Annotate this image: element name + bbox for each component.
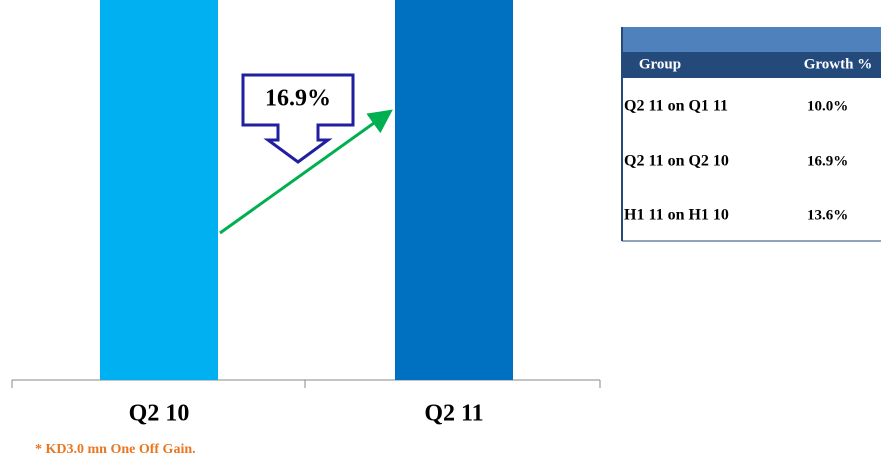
bar bbox=[395, 0, 513, 380]
growth-label: 16.9% bbox=[265, 86, 331, 112]
table-cell: Q2 11 on Q1 11 bbox=[624, 98, 728, 115]
table-cell: 10.0% bbox=[807, 98, 848, 114]
x-tick-label: Q2 11 bbox=[424, 401, 483, 427]
table-cell: Q2 11 on Q2 10 bbox=[624, 153, 729, 170]
table-cell: H1 11 on H1 10 bbox=[624, 207, 729, 224]
growth-callout bbox=[241, 73, 355, 164]
footnote: * KD3.0 mn One Off Gain. bbox=[35, 442, 196, 457]
table-header: Growth % bbox=[804, 56, 872, 72]
table-top-band bbox=[622, 27, 881, 52]
table-header-band bbox=[622, 52, 881, 78]
table-header: Group bbox=[639, 56, 681, 72]
table bbox=[621, 27, 881, 242]
growth-arrow bbox=[219, 109, 393, 235]
x-tick-label: Q2 10 bbox=[129, 401, 190, 427]
table-cell: 16.9% bbox=[807, 153, 848, 169]
bar bbox=[100, 0, 218, 381]
value-label: 36.5 bbox=[140, 0, 179, 2]
table-cell: 13.6% bbox=[807, 207, 848, 223]
